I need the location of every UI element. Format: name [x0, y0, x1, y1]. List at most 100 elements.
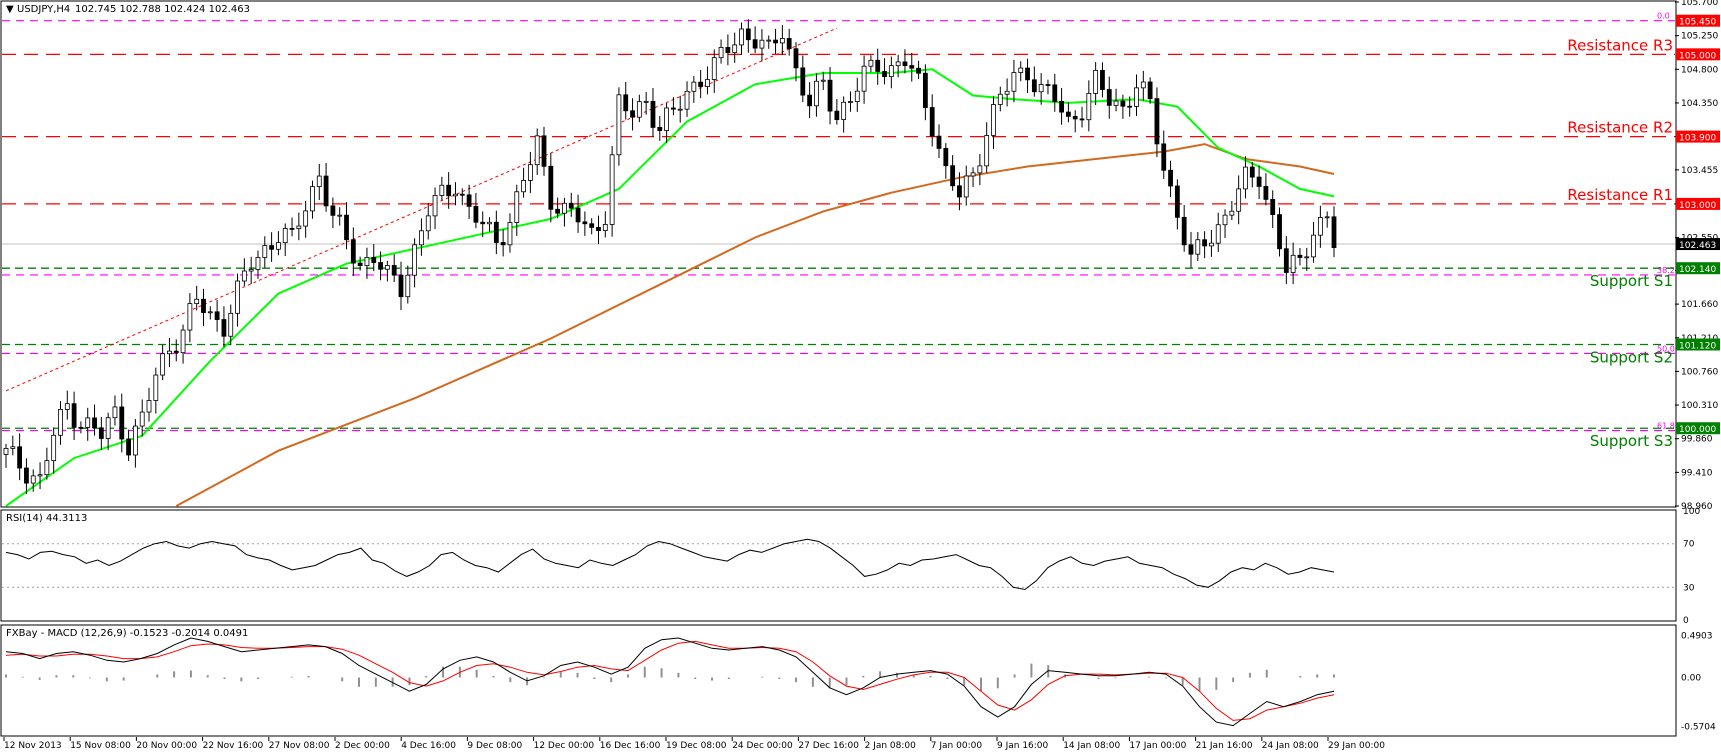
- candle-up: [820, 79, 826, 82]
- candle-down: [173, 350, 179, 354]
- candle-up: [861, 65, 867, 92]
- level-price-label: 103.000: [1679, 201, 1716, 211]
- candle-down: [582, 221, 588, 225]
- candle-up: [282, 228, 288, 244]
- candle-down: [1263, 186, 1269, 200]
- candle-down: [630, 110, 635, 118]
- rsi-tick-label: 0: [1683, 616, 1689, 626]
- candle-down: [371, 257, 377, 263]
- candle-down: [1045, 84, 1051, 86]
- price-tick-label: 101.660: [1681, 300, 1718, 310]
- candle-down: [92, 417, 97, 429]
- candle-down: [1106, 89, 1112, 106]
- candle-down: [357, 262, 363, 267]
- candle-up: [153, 374, 159, 401]
- candle-up: [895, 61, 901, 67]
- candle-down: [1270, 199, 1276, 215]
- candle-up: [562, 202, 567, 214]
- candle-down: [548, 165, 554, 210]
- candle-up: [684, 90, 690, 110]
- horizontal-levels: 0.0 38.2 50.0 61.8 Resistance R3 Resistance R…: [2, 12, 1675, 450]
- candle-down: [950, 165, 956, 187]
- resistance-label: Resistance R2: [1567, 119, 1673, 137]
- time-tick-label: 12 Dec 00:00: [534, 741, 595, 751]
- candle-up: [1243, 166, 1248, 190]
- candle-up: [187, 303, 193, 331]
- candle-up: [337, 214, 343, 217]
- candle-up: [1215, 224, 1221, 244]
- candle-down: [466, 194, 472, 207]
- time-tick-label: 24 Dec 00:00: [732, 741, 793, 751]
- candle-down: [752, 39, 758, 49]
- candle-down: [650, 100, 656, 128]
- price-tick-label: 98.960: [1681, 502, 1713, 512]
- collapse-arrow-icon[interactable]: ▼: [6, 4, 14, 15]
- candle-up: [691, 81, 697, 92]
- candle-down: [596, 226, 601, 231]
- candle-down: [480, 221, 486, 225]
- candle-up: [453, 193, 458, 197]
- candle-up: [405, 274, 411, 298]
- candle-up: [514, 191, 520, 223]
- candle-down: [902, 61, 908, 66]
- ohlc-label: 102.745 102.788 102.424 102.463: [75, 4, 250, 15]
- candle-up: [37, 474, 43, 477]
- candle-up: [507, 222, 513, 246]
- time-tick-label: 15 Nov 08:00: [70, 741, 131, 751]
- candle-down: [745, 28, 751, 41]
- candle-up: [963, 175, 969, 198]
- candle-up: [848, 101, 853, 103]
- price-tick-label: 105.250: [1681, 32, 1718, 42]
- candle-up: [705, 79, 710, 87]
- candle-down: [1188, 244, 1194, 255]
- price-tick-label: 104.800: [1681, 65, 1718, 75]
- candle-down: [17, 446, 23, 469]
- resistance-label: Resistance R1: [1567, 186, 1673, 204]
- candle-down: [398, 274, 404, 298]
- price-series: [3, 19, 1337, 495]
- candle-up: [534, 135, 540, 166]
- candle-down: [1031, 79, 1037, 93]
- candle-up: [664, 107, 669, 131]
- candle-up: [1011, 72, 1017, 92]
- candle-down: [909, 65, 915, 69]
- fib-level-label: 61.8: [1657, 421, 1675, 430]
- candle-down: [323, 175, 329, 207]
- fib-price-tag: [1676, 14, 1720, 27]
- candle-up: [276, 242, 281, 250]
- candle-down: [1297, 254, 1303, 258]
- time-axis: 12 Nov 2013 15 Nov 08:00 20 Nov 00:00 22 No…: [3, 737, 1385, 751]
- level-price-label: 105.000: [1679, 51, 1716, 61]
- candle-down: [827, 79, 833, 112]
- candle-up: [970, 172, 976, 177]
- candle-up: [1195, 239, 1201, 255]
- time-tick-label: 29 Jan 00:00: [1328, 741, 1385, 751]
- level-price-label: 100.000: [1679, 425, 1716, 435]
- fib-level-label: 38.2: [1657, 266, 1675, 275]
- support-label: Support S3: [1590, 432, 1673, 450]
- macd-signal-line: [5, 640, 1335, 721]
- time-tick-label: 17 Jan 00:00: [1129, 741, 1186, 751]
- moving-averages: [5, 68, 1335, 507]
- candle-down: [1059, 101, 1064, 113]
- candle-up: [64, 403, 70, 410]
- candle-up: [1093, 69, 1099, 94]
- candle-up: [10, 446, 16, 449]
- candle-down: [1174, 185, 1180, 218]
- macd-tick-label: -0.5704: [1681, 722, 1716, 732]
- candle-up: [841, 101, 847, 120]
- candle-down: [1168, 169, 1173, 187]
- candle-down: [1072, 115, 1078, 120]
- candle-up: [643, 100, 649, 103]
- candle-up: [180, 329, 186, 354]
- price-tick-label: 105.700: [1681, 0, 1718, 8]
- price-tick-label: 99.410: [1681, 468, 1713, 478]
- price-tick-label: 100.310: [1681, 401, 1718, 411]
- time-tick-label: 16 Dec 16:00: [600, 741, 661, 751]
- candle-up: [241, 270, 247, 282]
- candle-up: [30, 475, 36, 484]
- level-price-tag: [1676, 422, 1720, 435]
- level-price-label: 101.120: [1679, 341, 1716, 351]
- candle-down: [1277, 214, 1282, 250]
- time-tick-label: 21 Jan 16:00: [1196, 741, 1253, 751]
